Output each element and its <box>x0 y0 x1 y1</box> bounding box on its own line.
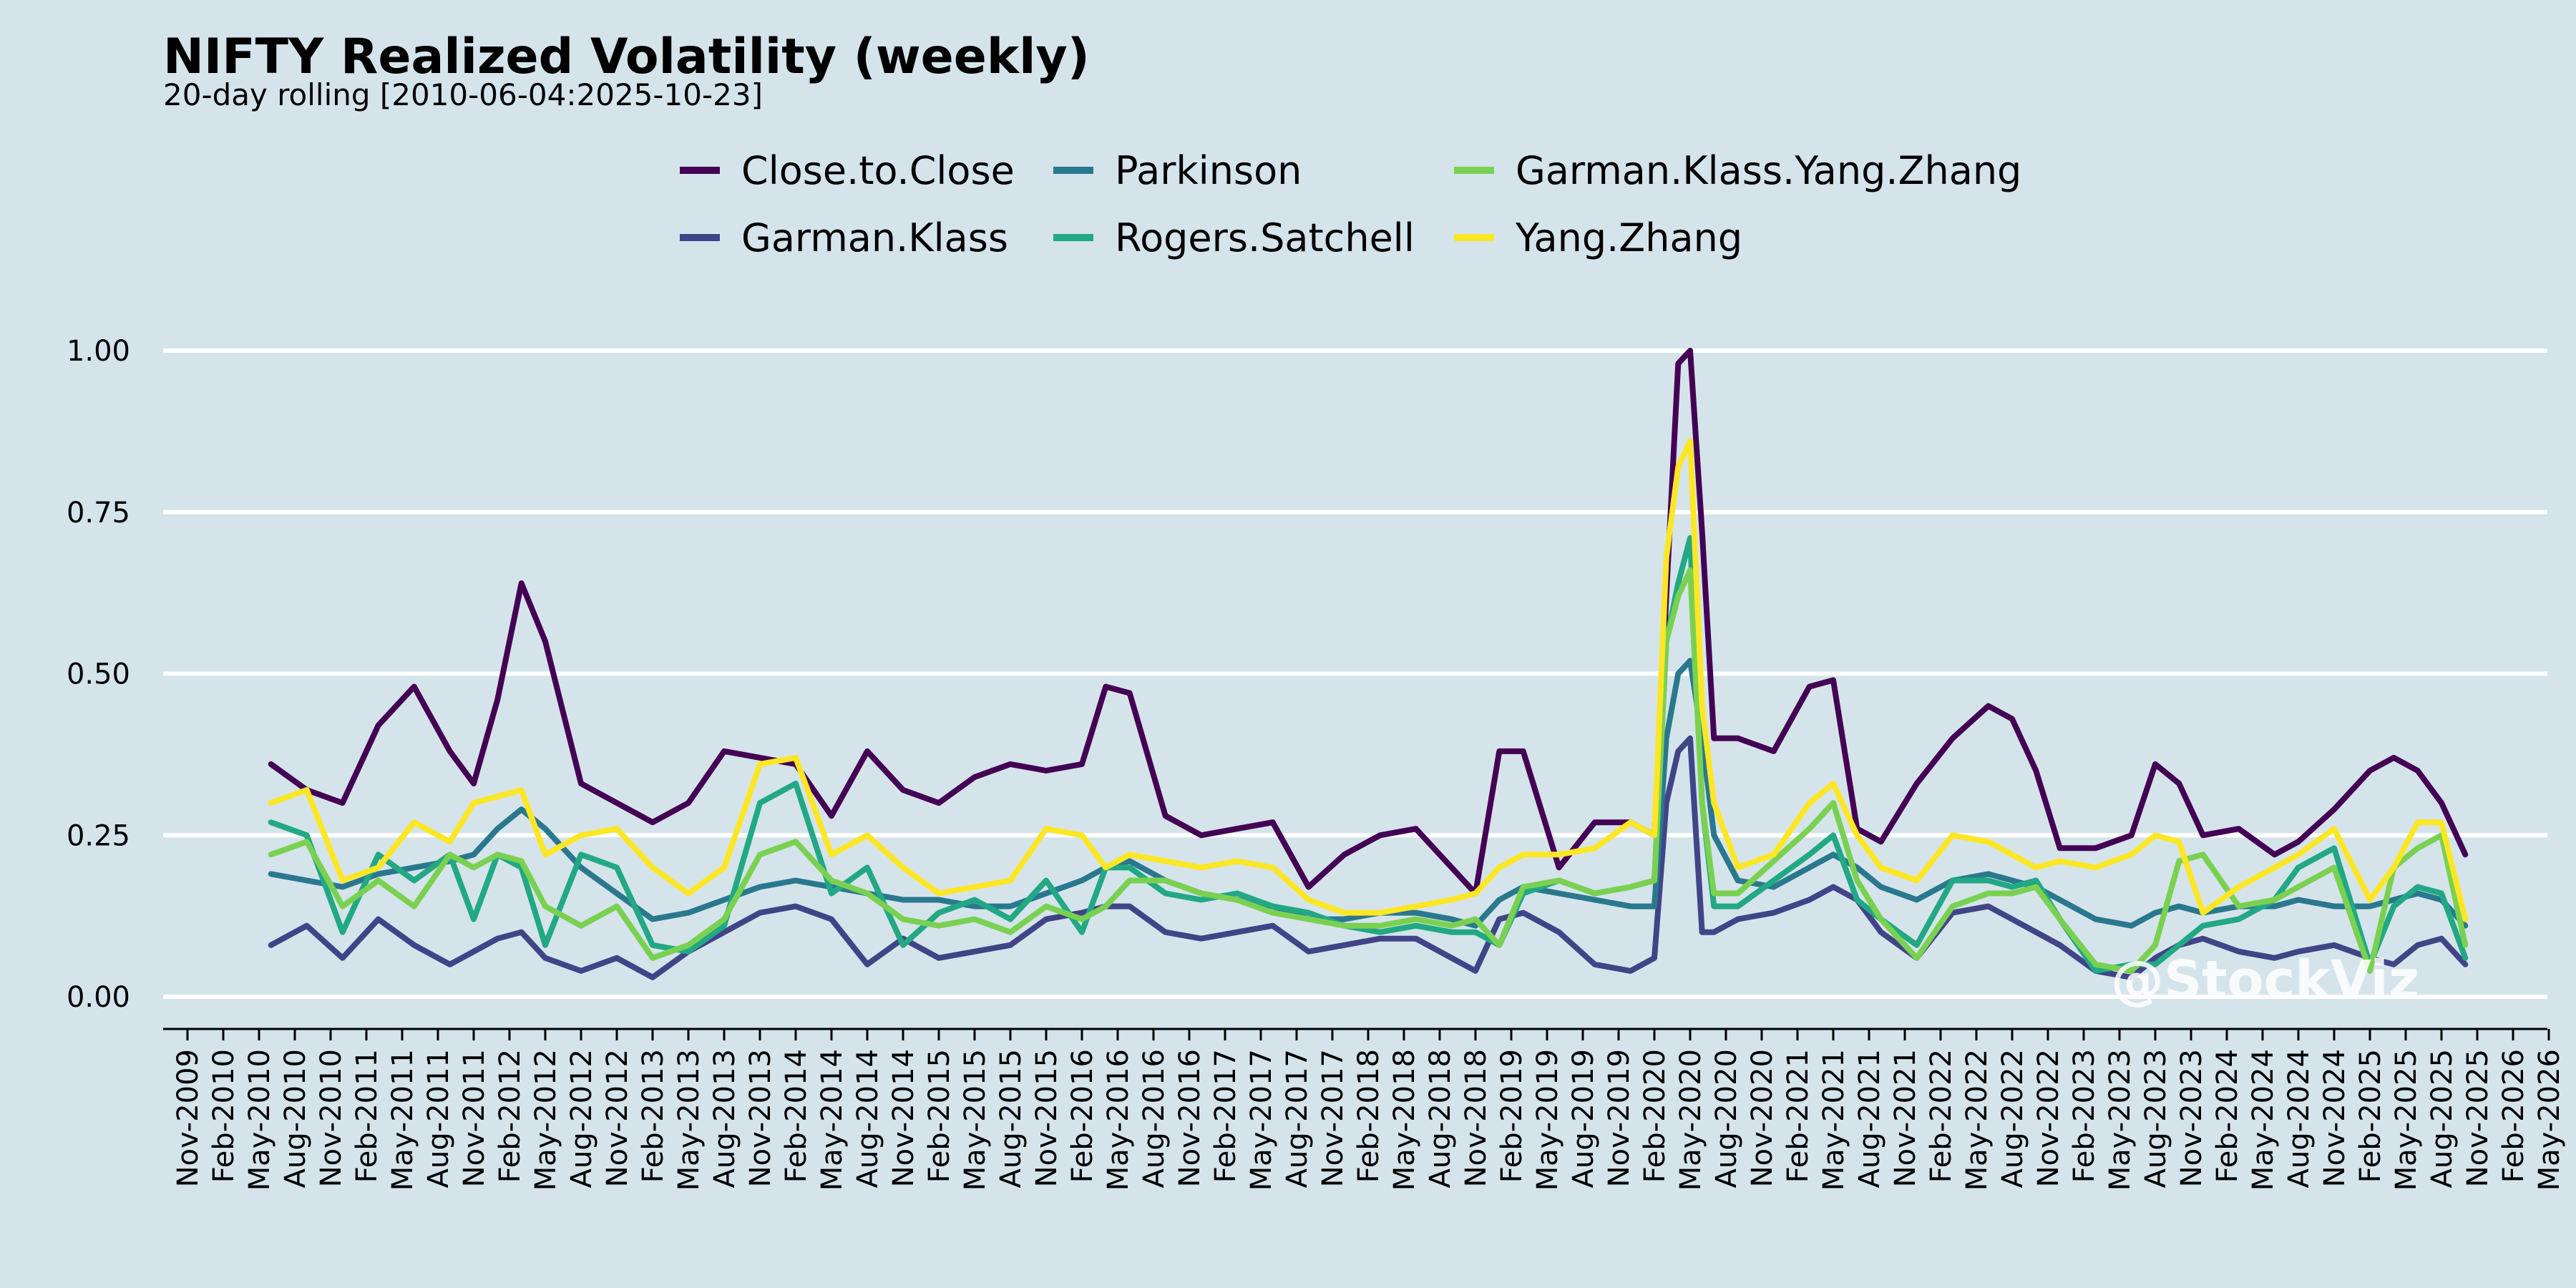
x-tick-label: Nov-2016 <box>1174 1049 1206 1187</box>
x-tick-label: Feb-2021 <box>1782 1049 1815 1183</box>
x-tick-label: Feb-2011 <box>351 1049 384 1183</box>
x-tick-label: May-2010 <box>243 1049 276 1191</box>
x-tick-label: Aug-2022 <box>1996 1049 2029 1188</box>
x-tick-label: Aug-2018 <box>1424 1049 1457 1188</box>
x-tick-label: Feb-2026 <box>2497 1049 2530 1183</box>
x-tick-label: Aug-2017 <box>1281 1049 1314 1188</box>
x-tick-label: May-2014 <box>816 1049 849 1191</box>
x-tick-label: May-2016 <box>1102 1049 1135 1191</box>
x-tick-label: Feb-2019 <box>1496 1049 1528 1183</box>
x-tick-label: May-2011 <box>386 1049 419 1191</box>
x-tick-label: Nov-2020 <box>1746 1049 1779 1187</box>
x-tick-label: Feb-2010 <box>208 1049 240 1183</box>
x-tick-label: Feb-2012 <box>494 1049 527 1183</box>
x-tick-label: Aug-2020 <box>1710 1049 1743 1188</box>
series-line <box>268 348 2469 897</box>
x-tick-label: May-2019 <box>1531 1049 1564 1191</box>
chart-subtitle: 20-day rolling [2010-06-04:2025-10-23] <box>163 77 763 112</box>
x-tick-label: May-2017 <box>1245 1049 1278 1191</box>
y-tick-label: 0.00 <box>67 981 130 1014</box>
legend-label: Close.to.Close <box>741 148 1015 193</box>
series-line <box>268 438 2469 922</box>
x-tick-label: May-2013 <box>673 1049 706 1191</box>
series-line <box>268 567 2469 974</box>
legend-label: Garman.Klass <box>741 215 1008 260</box>
x-tick-label: Aug-2023 <box>2140 1049 2172 1188</box>
x-tick-label: Aug-2021 <box>1853 1049 1886 1188</box>
x-tick-label: Nov-2015 <box>1030 1049 1063 1187</box>
x-tick-label: Feb-2020 <box>1639 1049 1672 1183</box>
x-tick-label: May-2023 <box>2104 1049 2137 1191</box>
x-tick-label: Nov-2022 <box>2032 1049 2065 1187</box>
series-layer <box>268 348 2469 980</box>
x-tick-label: Feb-2025 <box>2354 1049 2387 1183</box>
axis-layer: Nov-2009 Feb-2010 May-2010 Aug-2010 Nov-2010… <box>163 1028 2566 1191</box>
x-tick-label: Aug-2011 <box>422 1049 455 1188</box>
x-tick-label: Nov-2013 <box>744 1049 777 1187</box>
series-line <box>268 735 2469 980</box>
x-tick-label: Nov-2021 <box>1889 1049 1922 1187</box>
x-tick-label: Feb-2015 <box>923 1049 956 1183</box>
x-tick-label: May-2021 <box>1818 1049 1850 1191</box>
x-tick-label: Aug-2014 <box>852 1049 884 1188</box>
series-line <box>268 658 2469 929</box>
y-tick-label: 0.25 <box>67 819 130 852</box>
x-tick-label: May-2025 <box>2390 1049 2423 1191</box>
x-tick-label: Nov-2017 <box>1317 1049 1350 1187</box>
x-tick-label: Nov-2024 <box>2318 1049 2351 1187</box>
x-tick-label: Aug-2019 <box>1567 1049 1600 1188</box>
legend-label: Parkinson <box>1115 148 1302 193</box>
legend-label: Garman.Klass.Yang.Zhang <box>1516 148 2021 193</box>
y-tick-label: 0.75 <box>67 497 130 530</box>
x-tick-label: Feb-2023 <box>2068 1049 2101 1183</box>
x-tick-label: Feb-2017 <box>1209 1049 1242 1183</box>
x-tick-label: Feb-2014 <box>780 1049 813 1183</box>
x-tick-label: May-2022 <box>1961 1049 1994 1191</box>
series-line <box>268 535 2469 974</box>
x-tick-label: May-2015 <box>959 1049 992 1191</box>
grid-layer: 0.00 0.25 0.50 0.75 1.00 <box>67 335 2547 1014</box>
x-tick-label: Nov-2009 <box>172 1049 205 1187</box>
x-tick-label: May-2020 <box>1674 1049 1707 1191</box>
x-tick-label: Aug-2016 <box>1138 1049 1171 1188</box>
x-tick-label: Nov-2011 <box>458 1049 491 1187</box>
x-tick-label: Feb-2024 <box>2211 1049 2244 1183</box>
chart-title: NIFTY Realized Volatility (weekly) <box>163 29 1090 85</box>
x-tick-label: Feb-2013 <box>637 1049 670 1183</box>
x-tick-label: Aug-2024 <box>2283 1049 2316 1188</box>
x-tick-label: Aug-2012 <box>565 1049 598 1188</box>
x-tick-label: May-2026 <box>2533 1049 2566 1191</box>
x-tick-label: Nov-2025 <box>2462 1049 2494 1187</box>
legend-label: Yang.Zhang <box>1515 215 1742 260</box>
x-tick-label: Aug-2013 <box>708 1049 741 1188</box>
x-tick-label: Feb-2018 <box>1352 1049 1385 1183</box>
x-tick-label: Nov-2014 <box>887 1049 920 1187</box>
x-tick-label: Nov-2018 <box>1460 1049 1493 1187</box>
y-tick-label: 1.00 <box>67 335 130 368</box>
x-tick-label: Aug-2025 <box>2426 1049 2459 1188</box>
x-tick-label: Aug-2010 <box>279 1049 312 1188</box>
watermark: @StockViz <box>2111 950 2419 1011</box>
legend: Close.to.Close Garman.Klass Parkinson Roger… <box>680 148 2021 260</box>
x-tick-label: Nov-2019 <box>1603 1049 1636 1187</box>
x-tick-label: May-2018 <box>1388 1049 1421 1191</box>
legend-label: Rogers.Satchell <box>1115 215 1415 260</box>
x-tick-label: May-2012 <box>530 1049 562 1191</box>
x-tick-label: Aug-2015 <box>995 1049 1028 1188</box>
x-tick-label: Feb-2022 <box>1925 1049 1958 1183</box>
x-tick-label: May-2024 <box>2247 1049 2280 1191</box>
x-tick-label: Nov-2010 <box>315 1049 348 1187</box>
x-tick-label: Nov-2012 <box>601 1049 634 1187</box>
x-tick-label: Feb-2016 <box>1066 1049 1099 1183</box>
x-tick-label: Nov-2023 <box>2175 1049 2208 1187</box>
y-tick-label: 0.50 <box>67 658 130 691</box>
